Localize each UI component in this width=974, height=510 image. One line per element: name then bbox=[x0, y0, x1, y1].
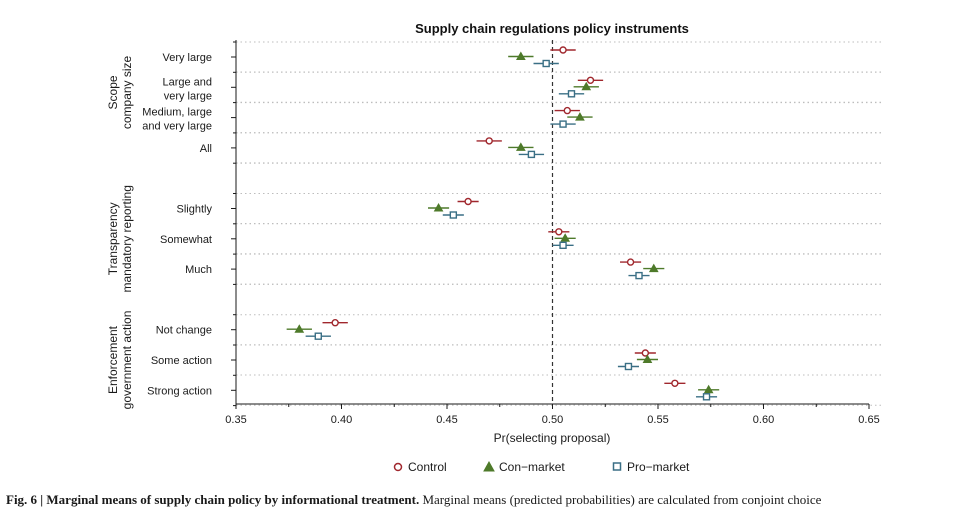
point-control bbox=[641, 349, 650, 357]
group-label-line2: company size bbox=[120, 55, 134, 129]
point-pro-market bbox=[314, 332, 322, 340]
point-pro-market bbox=[542, 59, 550, 68]
point-pro-market bbox=[449, 211, 458, 219]
point-pro-market bbox=[567, 90, 576, 98]
point-con-market bbox=[560, 233, 571, 242]
legend-marker-pro-market bbox=[612, 462, 622, 471]
point-con-market bbox=[581, 81, 592, 91]
point-con-market bbox=[294, 324, 305, 333]
x-tick-label: 0.55 bbox=[647, 414, 668, 426]
row-label: very large bbox=[164, 90, 212, 102]
group-label-line2: mandatory reporting bbox=[120, 185, 134, 292]
legend-label: Control bbox=[408, 460, 447, 474]
x-axis-label: Pr(selecting proposal) bbox=[494, 431, 611, 445]
row-label: Somewhat bbox=[160, 234, 212, 246]
x-tick-label: 0.65 bbox=[858, 414, 879, 426]
x-tick-label: 0.40 bbox=[331, 414, 352, 426]
figure-caption: Fig. 6 | Marginal means of supply chain … bbox=[6, 492, 968, 508]
point-control bbox=[671, 379, 679, 387]
point-pro-market bbox=[635, 271, 643, 280]
point-control bbox=[485, 137, 493, 145]
x-tick-label: 0.60 bbox=[753, 414, 774, 426]
chart-title: Supply chain regulations policy instrume… bbox=[415, 21, 689, 36]
group-label-line1: Scope bbox=[106, 75, 120, 109]
point-con-market bbox=[648, 263, 659, 273]
row-label: Large and bbox=[162, 76, 212, 88]
point-con-market bbox=[515, 51, 526, 60]
point-pro-market bbox=[559, 241, 567, 250]
x-tick-label: 0.50 bbox=[542, 414, 563, 426]
point-pro-market bbox=[624, 362, 633, 371]
row-label: Very large bbox=[162, 52, 212, 64]
x-tick-label: 0.45 bbox=[436, 414, 457, 426]
legend-label: Con−market bbox=[499, 460, 565, 474]
group-label-line1: Enforcement bbox=[106, 325, 120, 394]
row-label: All bbox=[200, 143, 212, 155]
chart: Supply chain regulations policy instrume… bbox=[106, 21, 882, 474]
row-label: Strong action bbox=[147, 385, 212, 397]
caption-bold: Fig. 6 | Marginal means of supply chain … bbox=[6, 492, 420, 507]
point-control bbox=[626, 258, 635, 266]
row-label: Medium, large bbox=[142, 107, 212, 119]
point-control bbox=[586, 76, 595, 85]
caption-text: Marginal means (predicted probabilities)… bbox=[419, 492, 822, 507]
point-control bbox=[563, 106, 571, 115]
row-label: Slightly bbox=[177, 204, 213, 216]
point-con-market bbox=[575, 112, 585, 121]
group-label-line2: government action bbox=[120, 311, 134, 410]
point-control bbox=[555, 228, 563, 236]
point-control bbox=[331, 319, 339, 327]
group-label-line1: Transparency bbox=[106, 202, 120, 275]
point-con-market bbox=[433, 202, 444, 212]
row-label: Much bbox=[185, 264, 212, 276]
point-con-market bbox=[703, 384, 714, 394]
row-label: Not change bbox=[156, 325, 212, 337]
point-pro-market bbox=[702, 393, 711, 401]
point-con-market bbox=[642, 354, 653, 363]
point-pro-market bbox=[527, 150, 536, 159]
legend-marker-con-market bbox=[483, 460, 495, 472]
legend-label: Pro−market bbox=[627, 460, 690, 474]
point-pro-market bbox=[559, 120, 567, 128]
point-control bbox=[464, 197, 472, 206]
x-tick-label: 0.35 bbox=[225, 414, 246, 426]
row-label: and very large bbox=[142, 121, 212, 133]
legend-marker-control bbox=[393, 462, 403, 472]
point-con-market bbox=[515, 142, 526, 151]
row-label: Some action bbox=[151, 355, 212, 367]
point-control bbox=[559, 46, 567, 54]
